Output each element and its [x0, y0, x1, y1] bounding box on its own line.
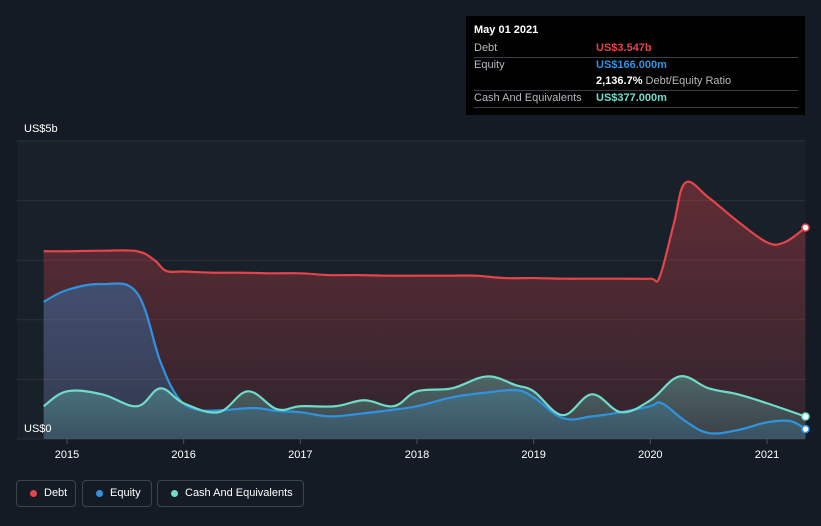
- y-axis-top-label: US$5b: [24, 123, 58, 135]
- legend-item-equity[interactable]: Equity: [82, 480, 152, 507]
- x-tick-label: 2017: [288, 449, 312, 461]
- tooltip-debt-label: Debt: [474, 42, 498, 54]
- cash-end-marker: [801, 412, 810, 421]
- x-tick-label: 2019: [521, 449, 545, 461]
- tooltip-row-ratio: 2,136.7% Debt/Equity Ratio: [474, 73, 798, 91]
- tooltip-date: May 01 2021: [474, 24, 539, 36]
- debt-line: [43, 180, 807, 283]
- y-axis-bottom-label: US$0: [24, 423, 52, 435]
- equity-end-marker: [801, 424, 810, 434]
- debt-end-marker: [801, 223, 810, 232]
- equity-line: [43, 282, 807, 435]
- tooltip-ratio-label: Debt/Equity Ratio: [645, 75, 732, 87]
- tooltip-row-equity: Equity US$166.000m: [474, 57, 798, 74]
- tooltip-ratio-value: 2,136.7%: [596, 75, 643, 87]
- tooltip-row-debt: Debt US$3.547b: [474, 40, 798, 58]
- tooltip-debt-value: US$3.547b: [596, 42, 652, 54]
- tooltip-ratio: 2,136.7% Debt/Equity Ratio: [596, 75, 731, 87]
- tooltip-row-cash: Cash And Equivalents US$377.000m: [474, 90, 798, 108]
- debt-area: [43, 181, 806, 439]
- legend-cash-dot-icon: [171, 490, 178, 497]
- x-tick-label: 2021: [755, 449, 779, 461]
- legend-debt-dot-icon: [30, 490, 37, 497]
- legend-item-cash[interactable]: Cash And Equivalents: [157, 480, 304, 507]
- legend-equity-dot-icon: [96, 490, 103, 497]
- legend-item-debt[interactable]: Debt: [16, 480, 76, 507]
- legend-cash-label: Cash And Equivalents: [185, 487, 293, 499]
- end-markers: [801, 223, 810, 434]
- series-areas: [43, 181, 806, 439]
- cash-area: [43, 376, 806, 439]
- tooltip-equity-value: US$166.000m: [596, 59, 667, 71]
- x-tick-label: 2018: [405, 449, 429, 461]
- tooltip-cash-label: Cash And Equivalents: [474, 92, 582, 104]
- legend-equity-label: Equity: [110, 487, 141, 499]
- x-tick-label: 2015: [55, 449, 79, 461]
- tooltip-equity-label: Equity: [474, 59, 505, 71]
- series-lines: [43, 180, 807, 435]
- x-tick-label: 2020: [638, 449, 662, 461]
- tooltip-panel: May 01 2021 Debt US$3.547b Equity US$166…: [466, 16, 805, 115]
- x-tick-label: 2016: [171, 449, 195, 461]
- cash-line: [43, 375, 806, 418]
- legend-debt-label: Debt: [44, 487, 68, 499]
- tooltip-cash-value: US$377.000m: [596, 92, 667, 104]
- x-axis-ticks: 2015 2016 2017 2018 2019 2020 2021: [55, 439, 779, 461]
